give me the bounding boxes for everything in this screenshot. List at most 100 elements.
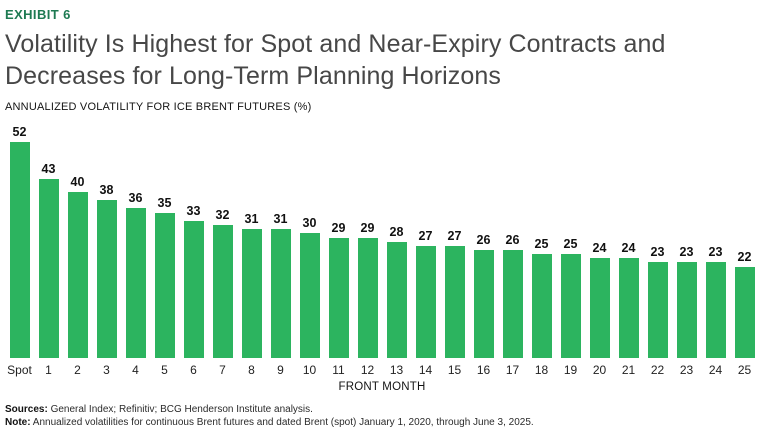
bar-value-label: 27 [418, 229, 433, 243]
x-tick-label: 6 [190, 362, 197, 377]
x-tick-label: 8 [248, 362, 255, 377]
bar-column: 38 3 [92, 184, 121, 376]
bar-column: 43 1 [34, 163, 63, 376]
x-tick-label: 1 [45, 362, 52, 377]
sources-line: Sources: General Index; Refinitiv; BCG H… [5, 403, 760, 416]
bar [473, 249, 494, 358]
sources-label: Sources: [5, 403, 48, 415]
bar-value-label: 28 [389, 225, 404, 239]
bar [241, 228, 262, 358]
bar [676, 261, 697, 358]
x-tick-label: 25 [737, 362, 752, 377]
bar-value-label: 36 [128, 191, 143, 205]
bar-column: 32 7 [208, 209, 237, 376]
x-tick-label: Spot [7, 362, 32, 377]
x-tick-label: 10 [302, 362, 317, 377]
x-tick-label: 13 [389, 362, 404, 377]
bar-value-label: 22 [737, 250, 752, 264]
x-tick-label: 19 [563, 362, 578, 377]
bar-column: 29 11 [324, 222, 353, 376]
x-tick-label: 22 [650, 362, 665, 377]
x-tick-label: 12 [360, 362, 375, 377]
x-tick-label: 15 [447, 362, 462, 377]
x-tick-label: 3 [103, 362, 110, 377]
bar [328, 237, 349, 358]
bar-column: 27 14 [411, 230, 440, 376]
bar-column: 26 16 [469, 234, 498, 376]
bar-value-label: 32 [215, 208, 230, 222]
bar [386, 241, 407, 358]
bar-column: 27 15 [440, 230, 469, 376]
bar [618, 257, 639, 358]
bar-value-label: 29 [331, 221, 346, 235]
bar-column: 28 13 [382, 226, 411, 376]
bar-column: 35 5 [150, 197, 179, 376]
bar-chart: 52 Spot 43 1 40 2 38 3 36 4 35 5 33 6 32 7 31 8 31 9 30 10 29 1… [5, 126, 759, 376]
bar-column: 33 6 [179, 205, 208, 376]
bar [357, 237, 378, 358]
bar-column: 25 18 [527, 238, 556, 376]
bar [9, 141, 30, 358]
bar-column: 23 24 [701, 246, 730, 376]
sources-text: General Index; Refinitiv; BCG Henderson … [47, 403, 313, 415]
bar-value-label: 33 [186, 204, 201, 218]
x-tick-label: 24 [708, 362, 723, 377]
bar [38, 178, 59, 358]
bar [125, 207, 146, 358]
bar-value-label: 31 [244, 212, 259, 226]
bar-column: 40 2 [63, 176, 92, 376]
bar [183, 220, 204, 358]
footer-notes: Sources: General Index; Refinitiv; BCG H… [5, 403, 760, 429]
bar-value-label: 23 [679, 245, 694, 259]
x-tick-label: 2 [74, 362, 81, 377]
bar-column: 52 Spot [5, 126, 34, 376]
x-tick-label: 17 [505, 362, 520, 377]
x-tick-label: 23 [679, 362, 694, 377]
bar [270, 228, 291, 358]
bar-value-label: 30 [302, 216, 317, 230]
bar [444, 245, 465, 358]
bar-value-label: 38 [99, 183, 114, 197]
note-text: Annualized volatilities for continuous B… [30, 416, 534, 428]
bar-value-label: 26 [505, 233, 520, 247]
x-tick-label: 5 [161, 362, 168, 377]
note-label: Note: [5, 416, 31, 428]
bar-value-label: 23 [708, 245, 723, 259]
bar-column: 31 8 [237, 213, 266, 376]
bar [415, 245, 436, 358]
bar [212, 224, 233, 358]
bar-value-label: 24 [592, 241, 607, 255]
bar [96, 199, 117, 358]
x-axis-title: FRONT MONTH [338, 380, 426, 393]
bar [299, 232, 320, 358]
bar-value-label: 26 [476, 233, 491, 247]
x-tick-label: 16 [476, 362, 491, 377]
bar-column: 24 20 [585, 242, 614, 376]
bar-value-label: 23 [650, 245, 665, 259]
chart-subtitle: ANNUALIZED VOLATILITY FOR ICE BRENT FUTU… [5, 101, 312, 113]
page-title-line-1: Volatility Is Highest for Spot and Near-… [5, 30, 666, 58]
x-tick-label: 11 [332, 362, 345, 377]
bar [734, 266, 755, 358]
note-line: Note: Annualized volatilities for contin… [5, 416, 760, 429]
bar-value-label: 52 [12, 125, 27, 139]
bar [705, 261, 726, 358]
x-tick-label: 14 [418, 362, 433, 377]
page-title-line-2: Decreases for Long-Term Planning Horizon… [5, 61, 501, 90]
x-tick-label: 9 [277, 362, 284, 377]
bar [647, 261, 668, 358]
bar-column: 23 22 [643, 246, 672, 376]
bar-column: 22 25 [730, 251, 759, 376]
bar-value-label: 29 [360, 221, 375, 235]
bar-value-label: 43 [41, 162, 56, 176]
bar-value-label: 24 [621, 241, 636, 255]
x-tick-label: 18 [534, 362, 549, 377]
bar-value-label: 25 [534, 237, 549, 251]
bar [560, 253, 581, 358]
bar [67, 191, 88, 358]
bar-column: 23 23 [672, 246, 701, 376]
bar-value-label: 27 [447, 229, 462, 243]
bar [154, 212, 175, 358]
bar-value-label: 40 [70, 175, 85, 189]
